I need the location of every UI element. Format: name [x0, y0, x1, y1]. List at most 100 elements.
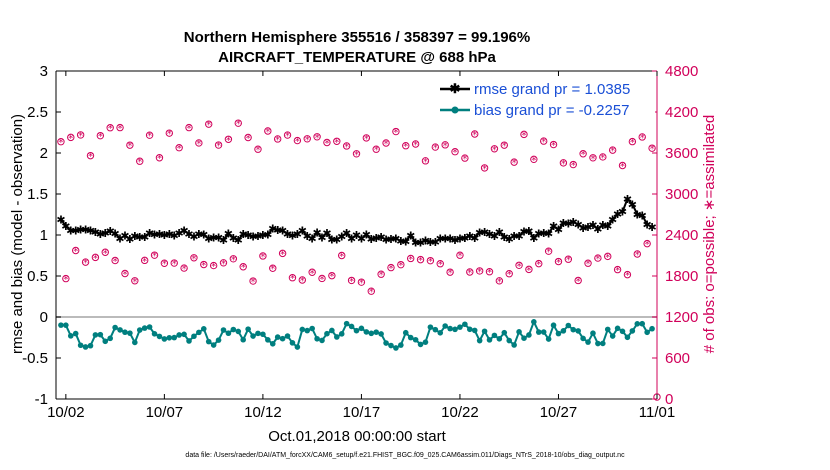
obs-assimilated-point: * [438, 260, 443, 271]
bias-point [102, 338, 109, 345]
obs-possible-point [446, 268, 454, 276]
obs-assimilated-point: * [462, 154, 467, 165]
obs-assimilated-point: * [236, 119, 241, 130]
rmse-point: ✱ [569, 216, 578, 229]
obs-assimilated-point: * [398, 261, 403, 272]
bias-point [200, 325, 207, 332]
bias-point [501, 329, 508, 336]
rmse-point: ✱ [445, 232, 454, 245]
obs-assimilated-point: * [127, 141, 132, 152]
rmse-point: ✱ [268, 223, 277, 236]
obs-assimilated-point: * [556, 258, 561, 269]
obs-possible-point [633, 250, 641, 258]
obs-assimilated-point: * [241, 263, 246, 274]
obs-possible-point [121, 269, 129, 278]
obs-possible-point [239, 263, 247, 271]
obs-possible-point [165, 129, 174, 137]
bias-point [265, 337, 271, 343]
obs-possible-point [303, 135, 311, 143]
rmse-point: ✱ [263, 229, 272, 242]
obs-assimilated-point: * [645, 240, 650, 251]
obs-assimilated-point: * [492, 145, 497, 156]
obs-possible-point [387, 263, 395, 272]
bias-point [535, 329, 542, 335]
y-axis-right-label: # of obs: o=possible; ∗=assimilated [701, 115, 718, 354]
obs-assimilated-point: * [418, 256, 423, 267]
rmse-point: ✱ [396, 235, 405, 248]
bias-point [353, 327, 360, 334]
obs-assimilated-point: * [393, 128, 398, 139]
obs-possible-point [569, 160, 577, 169]
obs-possible-point [96, 131, 105, 140]
bias-point [531, 319, 537, 325]
obs-assimilated-point: * [487, 268, 492, 279]
obs-possible-point [288, 274, 297, 282]
obs-possible-point [362, 134, 371, 142]
bias-point [299, 326, 306, 333]
x-tick-label: 10/27 [540, 404, 578, 421]
legend-bias-marker [451, 106, 459, 114]
obs-count-series: * * * * * * * * * * * * * * * * * * * * * * * * * * * * * * * * * * * * * * * *… [57, 119, 661, 401]
chart-title-line2: AIRCRAFT_TEMPERATURE @ 688 hPa [218, 49, 496, 66]
obs-assimilated-point: * [561, 159, 566, 170]
obs-assimilated-point: * [167, 129, 172, 140]
rmse-point: ✱ [160, 229, 169, 242]
bias-point [565, 322, 572, 329]
obs-assimilated-point: * [507, 270, 512, 281]
rmse-point: ✱ [475, 226, 484, 239]
rmse-point: ✱ [175, 227, 184, 240]
obs-possible-point [377, 270, 385, 278]
obs-possible-point [628, 137, 637, 146]
bias-point [191, 333, 197, 340]
rmse-point: ✱ [145, 227, 154, 240]
bias-point [215, 337, 222, 343]
bias-point [595, 340, 601, 347]
bias-point [196, 329, 202, 336]
obs-possible-point [352, 150, 361, 158]
rmse-point: ✱ [244, 229, 253, 242]
rmse-point: ✱ [179, 225, 188, 238]
obs-possible-point [136, 157, 144, 165]
bias-point [447, 325, 453, 332]
rmse-point: ✱ [559, 217, 568, 230]
obs-assimilated-point: * [630, 138, 635, 149]
rmse-point: ✱ [529, 232, 538, 245]
obs-possible-point [57, 138, 65, 146]
bias-point [378, 331, 384, 337]
rmse-point: ✱ [510, 230, 519, 243]
obs-assimilated-point: * [152, 251, 157, 262]
bias-point [314, 335, 320, 342]
bias-point [609, 333, 616, 339]
obs-possible-point [436, 260, 444, 268]
obs-possible-point [333, 137, 341, 145]
bias-point [526, 332, 532, 338]
rmse-point: ✱ [111, 228, 120, 241]
obs-possible-point [559, 159, 568, 167]
rmse-point: ✱ [140, 231, 149, 244]
bias-point [161, 336, 168, 342]
bias-point [146, 324, 153, 330]
rmse-point: ✱ [618, 206, 627, 219]
rmse-point: ✱ [352, 229, 361, 242]
obs-assimilated-point: * [384, 139, 389, 150]
bias-point [220, 327, 227, 333]
rmse-point: ✱ [367, 233, 376, 246]
bias-point [624, 334, 631, 341]
rmse-point: ✱ [519, 225, 528, 238]
obs-assimilated-point: * [546, 247, 551, 258]
obs-possible-point [520, 130, 528, 139]
obs-possible-point [205, 120, 213, 128]
obs-possible-point [515, 261, 523, 269]
obs-assimilated-point: * [231, 255, 236, 266]
obs-possible-point [421, 157, 430, 165]
rmse-point: ✱ [278, 224, 287, 237]
rmse-point: ✱ [539, 227, 548, 240]
rmse-point: ✱ [293, 228, 302, 241]
bias-point [388, 342, 394, 349]
obs-possible-point [131, 277, 139, 285]
obs-possible-point [259, 252, 267, 260]
bias-point [614, 325, 621, 332]
obs-assimilated-point: * [132, 277, 137, 288]
obs-possible-point [254, 145, 262, 153]
bias-point [649, 325, 655, 332]
